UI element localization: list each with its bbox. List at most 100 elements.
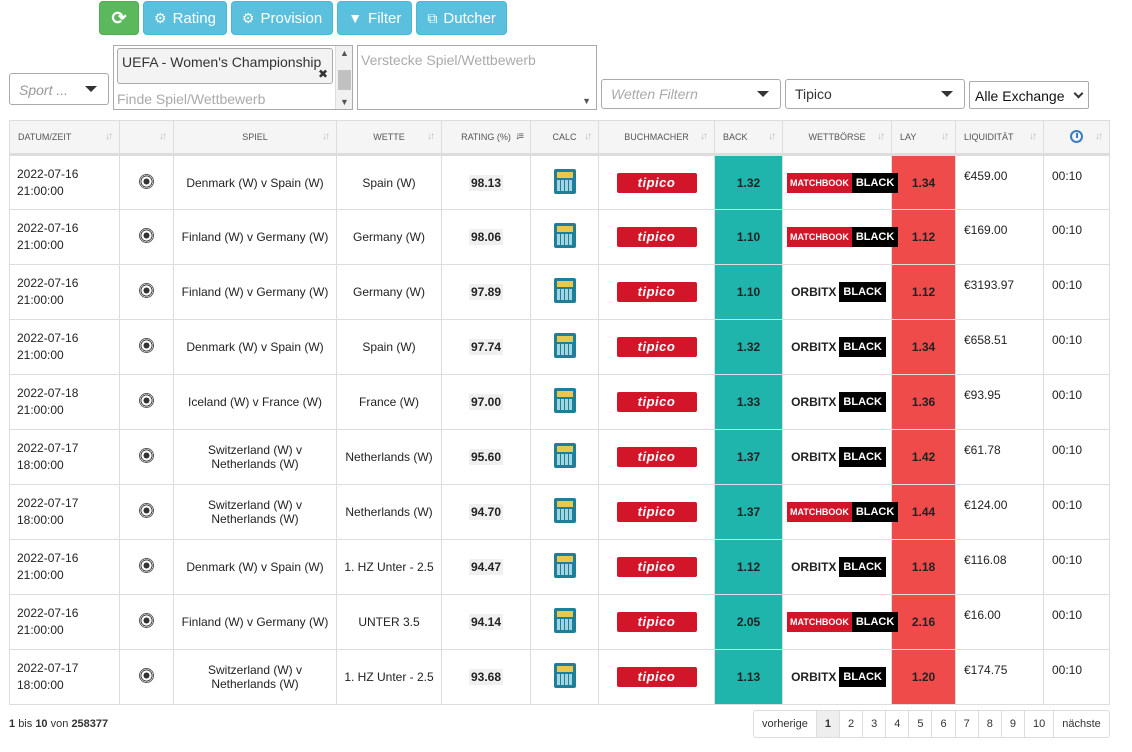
calculator-icon[interactable]	[553, 168, 576, 194]
refresh-button[interactable]: ⟳	[99, 1, 139, 35]
lay-odds[interactable]: 1.34	[891, 154, 956, 210]
provision-button[interactable]: ⚙ Provision	[230, 1, 334, 35]
competition-search-input[interactable]: Finde Spiel/Wettbewerb	[117, 91, 266, 107]
calculator-icon[interactable]	[553, 333, 576, 358]
back-odds[interactable]: 1.12	[714, 539, 783, 595]
page-button-9[interactable]: 9	[1000, 711, 1024, 737]
tipico-logo[interactable]: tipico	[616, 612, 697, 632]
page-button-5[interactable]: 5	[908, 711, 931, 737]
page-button-1[interactable]: 1	[815, 711, 839, 737]
exchange-logo[interactable]: ORBITX BLACK	[788, 447, 886, 467]
lay-odds[interactable]: 1.36	[891, 374, 956, 430]
header-back[interactable]: BACK ↓↑	[714, 120, 783, 155]
exchange-logo[interactable]: MATCHBOOK BLACK	[787, 227, 899, 247]
matchbook-logo-text: MATCHBOOK	[787, 227, 852, 247]
lay-odds[interactable]: 1.12	[891, 264, 956, 320]
back-odds[interactable]: 1.37	[714, 484, 783, 540]
exchange-select[interactable]: Alle Exchange	[969, 81, 1089, 109]
header-sport[interactable]: ↓↑	[119, 120, 174, 155]
calculator-icon[interactable]	[553, 663, 576, 688]
orbitx-logo-text: ORBITX	[788, 667, 840, 687]
header-lay[interactable]: LAY ↓↑	[891, 120, 956, 155]
calculator-icon[interactable]	[553, 388, 576, 413]
tipico-logo[interactable]: tipico	[616, 502, 697, 522]
scrollbar-thumb[interactable]	[338, 70, 351, 90]
exchange-logo[interactable]: ORBITX BLACK	[788, 282, 886, 302]
calculator-icon[interactable]	[553, 608, 576, 633]
tipico-logo[interactable]: tipico	[616, 447, 697, 467]
exchange-logo[interactable]: ORBITX BLACK	[788, 667, 886, 687]
calculator-icon[interactable]	[553, 553, 576, 578]
header-datetime[interactable]: DATUM/ZEIT ↓↑	[9, 120, 120, 155]
filter-button[interactable]: ▼ Filter	[337, 1, 413, 35]
competition-chip[interactable]: UEFA - Women's Championship ✖	[117, 48, 333, 84]
dutcher-button[interactable]: ⧉ Dutcher	[416, 1, 507, 35]
exchange-logo[interactable]: MATCHBOOK BLACK	[787, 612, 899, 632]
page-button-4[interactable]: 4	[885, 711, 908, 737]
back-odds[interactable]: 1.37	[714, 429, 783, 485]
lay-odds[interactable]: 2.16	[891, 594, 956, 650]
tipico-logo[interactable]: tipico	[616, 557, 697, 577]
page-button-10[interactable]: 10	[1023, 711, 1053, 737]
tipico-logo[interactable]: tipico	[616, 282, 697, 302]
exchange-logo[interactable]: ORBITX BLACK	[788, 557, 886, 577]
header-calc[interactable]: CALC ↓↑	[530, 120, 599, 155]
page-button-3[interactable]: 3	[862, 711, 885, 737]
back-odds[interactable]: 1.33	[714, 374, 783, 430]
scroll-down-icon[interactable]: ▼	[582, 96, 591, 106]
exchange-logo[interactable]: ORBITX BLACK	[788, 392, 886, 412]
black-logo-text: BLACK	[839, 282, 886, 302]
back-odds[interactable]: 1.10	[714, 209, 783, 265]
back-odds[interactable]: 1.32	[714, 319, 783, 375]
back-odds[interactable]: 1.10	[714, 264, 783, 320]
sport-select[interactable]: Sport ...	[9, 73, 109, 105]
page-button-8[interactable]: 8	[977, 711, 1001, 737]
tipico-logo[interactable]: tipico	[616, 667, 697, 687]
lay-odds[interactable]: 1.20	[891, 649, 956, 705]
calculator-icon[interactable]	[553, 498, 576, 523]
calc-cell	[530, 209, 599, 265]
remove-chip-icon[interactable]: ✖	[317, 67, 328, 81]
calculator-icon[interactable]	[553, 278, 576, 303]
back-odds[interactable]: 1.32	[714, 154, 783, 210]
exchange-logo[interactable]: MATCHBOOK BLACK	[787, 502, 899, 522]
lay-odds[interactable]: 1.12	[891, 209, 956, 265]
rating-button[interactable]: ⚙ Rating	[143, 1, 227, 35]
competition-scrollbar[interactable]: ▲ ▼	[335, 46, 352, 109]
exchange-logo[interactable]: MATCHBOOK BLACK	[787, 172, 899, 193]
prev-page-button[interactable]: vorherige	[762, 718, 808, 730]
lay-odds[interactable]: 1.18	[891, 539, 956, 595]
scroll-up-icon[interactable]: ▲	[340, 48, 349, 58]
header-bookmaker[interactable]: BUCHMACHER ↓↑	[598, 120, 715, 155]
header-bet[interactable]: WETTE ↓↑	[336, 120, 442, 155]
header-rating[interactable]: RATING (%) ↓≡	[441, 120, 531, 155]
page-button-2[interactable]: 2	[838, 711, 862, 737]
scroll-down-icon[interactable]: ▼	[340, 97, 349, 107]
tipico-logo[interactable]: tipico	[616, 227, 697, 247]
header-liquidity[interactable]: LIQUIDITÄT ↓↑	[955, 120, 1044, 155]
page-button-7[interactable]: 7	[954, 711, 978, 737]
hide-event-multiselect[interactable]: Verstecke Spiel/Wettbewerb ▼	[357, 45, 597, 110]
calculator-icon[interactable]	[553, 443, 576, 468]
tipico-logo[interactable]: tipico	[616, 392, 697, 412]
page-button-6[interactable]: 6	[931, 711, 954, 737]
calculator-icon[interactable]	[553, 223, 576, 248]
header-event[interactable]: SPIEL ↓↑	[173, 120, 337, 155]
bet-filter-select[interactable]: Wetten Filtern	[601, 79, 781, 109]
tipico-logo[interactable]: tipico	[616, 172, 697, 193]
exchange-logo[interactable]: ORBITX BLACK	[788, 337, 886, 357]
competition-multiselect[interactable]: UEFA - Women's Championship ✖ Finde Spie…	[113, 45, 353, 110]
header-age[interactable]: ↓↑	[1043, 120, 1110, 155]
bookmaker-select[interactable]: Tipico	[785, 79, 965, 109]
soccer-ball-icon	[139, 338, 154, 353]
lay-odds[interactable]: 1.42	[891, 429, 956, 485]
exchange-cell: MATCHBOOK BLACK	[782, 154, 899, 210]
header-exchange[interactable]: WETTBÖRSE ↓↑	[782, 120, 892, 155]
back-odds[interactable]: 1.13	[714, 649, 783, 705]
bet-cell: Spain (W)	[336, 154, 442, 210]
tipico-logo[interactable]: tipico	[616, 337, 697, 357]
back-odds[interactable]: 2.05	[714, 594, 783, 650]
lay-odds[interactable]: 1.44	[891, 484, 956, 540]
next-page-button[interactable]: nächste	[1053, 711, 1109, 737]
lay-odds[interactable]: 1.34	[891, 319, 956, 375]
